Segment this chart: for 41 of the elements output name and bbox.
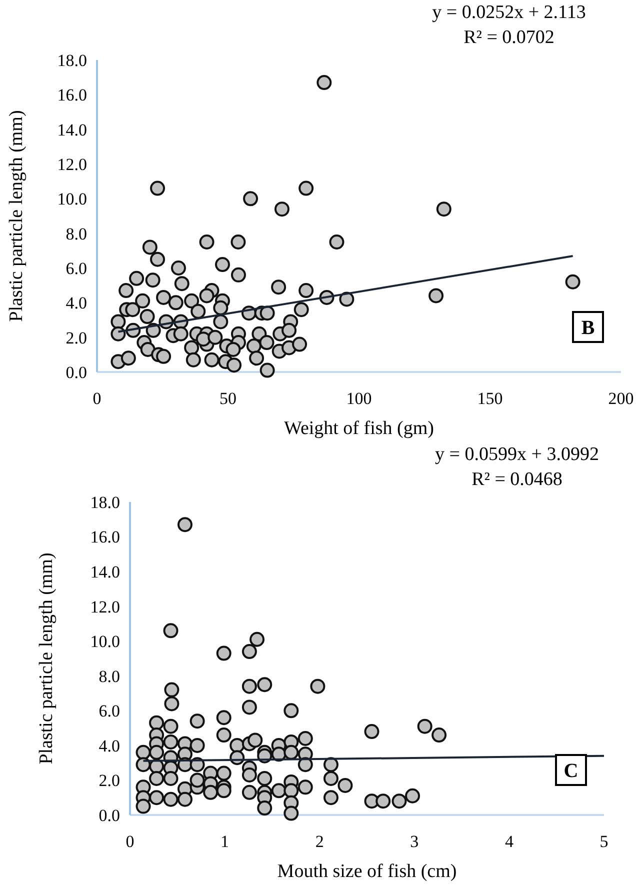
y-tick-label: 8.0 xyxy=(98,666,120,686)
x-tick-label: 200 xyxy=(608,389,634,408)
y-tick-label: 4.0 xyxy=(98,736,120,756)
y-tick-label: 6.0 xyxy=(98,702,120,721)
x-tick-label: 50 xyxy=(220,389,236,408)
x-tick-label: 2 xyxy=(315,832,324,851)
text: y = 0.0599x + 3.0992 xyxy=(435,444,599,465)
y-tick-label: 10.0 xyxy=(90,632,120,652)
x-tick-label: 4 xyxy=(504,832,514,851)
y-axis-title: Plastic particle length (mm) xyxy=(6,110,27,322)
y-axis-title: Plastic particle length (mm) xyxy=(36,552,57,764)
y-tick-label: 14.0 xyxy=(57,120,87,140)
y-tick-label: 4.0 xyxy=(66,294,87,313)
x-tick-label: 100 xyxy=(346,389,372,408)
y-tick-label: 12.0 xyxy=(90,597,120,616)
y-tick-label: 2.0 xyxy=(98,771,120,790)
y-tick-label: 0.0 xyxy=(98,806,120,825)
x-axis-title: Mouth size of fish (cm) xyxy=(277,861,457,882)
x-tick-label: 5 xyxy=(600,832,608,851)
y-tick-label: 18.0 xyxy=(90,492,120,512)
y-tick-label: 14.0 xyxy=(90,562,120,582)
y-tick-label: 18.0 xyxy=(57,50,87,70)
text: R² = 0.0702 xyxy=(464,27,554,48)
annotation: C xyxy=(564,760,578,782)
y-tick-label: 16.0 xyxy=(90,528,120,547)
x-tick-label: 0 xyxy=(92,389,102,408)
y-tick-label: 6.0 xyxy=(66,258,87,278)
y-tick-label: 8.0 xyxy=(66,224,87,244)
text: y = 0.0252x + 2.113 xyxy=(432,2,586,23)
x-axis-title: Weight of fish (gm) xyxy=(284,418,434,439)
x-tick-label: 3 xyxy=(410,832,419,851)
y-tick-label: 0.0 xyxy=(66,362,87,382)
y-tick-label: 2.0 xyxy=(66,328,87,348)
y-tick-label: 10.0 xyxy=(57,190,87,209)
text: R² = 0.0468 xyxy=(472,469,562,490)
x-tick-label: 0 xyxy=(126,832,134,851)
x-tick-label: 150 xyxy=(477,389,503,408)
y-tick-label: 16.0 xyxy=(57,86,87,105)
annotation: B xyxy=(581,317,595,339)
x-tick-label: 1 xyxy=(220,832,230,851)
y-tick-label: 12.0 xyxy=(57,154,87,174)
